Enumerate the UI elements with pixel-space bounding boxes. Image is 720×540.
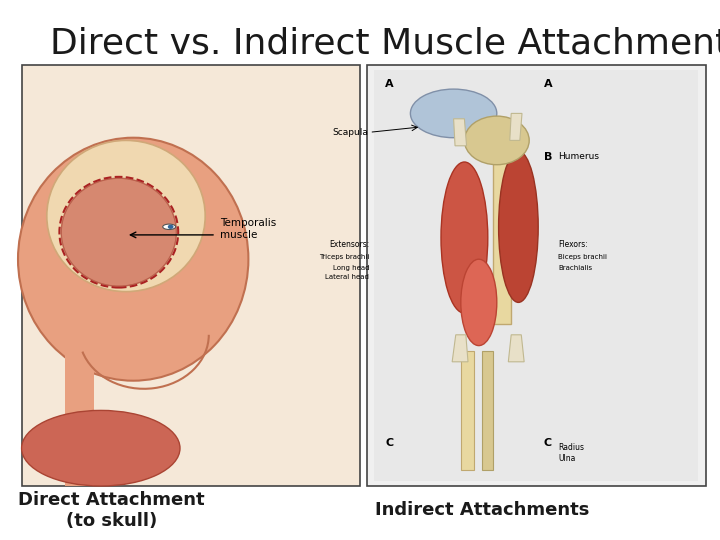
Text: C: C	[385, 438, 393, 448]
Text: Direct Attachment
(to skull): Direct Attachment (to skull)	[18, 491, 205, 530]
FancyBboxPatch shape	[22, 65, 360, 486]
Text: B: B	[544, 152, 552, 161]
Text: Triceps brachii: Triceps brachii	[319, 254, 369, 260]
Ellipse shape	[163, 224, 176, 230]
Text: Extensors:: Extensors:	[329, 240, 369, 249]
Text: Direct vs. Indirect Muscle Attachment: Direct vs. Indirect Muscle Attachment	[50, 27, 720, 61]
Bar	[461, 351, 474, 470]
Text: Flexors:: Flexors:	[558, 240, 588, 249]
Ellipse shape	[441, 162, 488, 313]
Ellipse shape	[18, 138, 248, 381]
Circle shape	[464, 116, 529, 165]
Text: Humerus: Humerus	[558, 152, 599, 161]
Bar	[374, 70, 698, 481]
Polygon shape	[508, 335, 524, 362]
Text: C: C	[544, 438, 552, 448]
Text: Biceps brachii: Biceps brachii	[558, 254, 607, 260]
Text: Scapula: Scapula	[333, 128, 369, 137]
Ellipse shape	[61, 178, 176, 286]
Text: Ulna: Ulna	[558, 454, 575, 463]
Text: Radius: Radius	[558, 443, 584, 452]
Polygon shape	[510, 113, 522, 140]
Bar	[493, 151, 511, 324]
Text: A: A	[544, 79, 552, 89]
Bar	[482, 351, 493, 470]
Text: Long head: Long head	[333, 265, 369, 271]
Circle shape	[168, 225, 174, 229]
Text: Lateral head: Lateral head	[325, 274, 369, 280]
Text: Brachialis: Brachialis	[558, 265, 592, 271]
Text: Temporalis
muscle: Temporalis muscle	[220, 218, 276, 240]
Polygon shape	[452, 335, 468, 362]
Ellipse shape	[461, 259, 497, 346]
Polygon shape	[454, 119, 467, 146]
Text: A: A	[385, 79, 394, 89]
Ellipse shape	[47, 140, 205, 292]
Text: Indirect Attachments: Indirect Attachments	[375, 501, 590, 519]
Ellipse shape	[498, 151, 538, 302]
FancyBboxPatch shape	[367, 65, 706, 486]
Ellipse shape	[410, 89, 497, 138]
Bar	[65, 324, 94, 486]
Ellipse shape	[22, 410, 180, 486]
